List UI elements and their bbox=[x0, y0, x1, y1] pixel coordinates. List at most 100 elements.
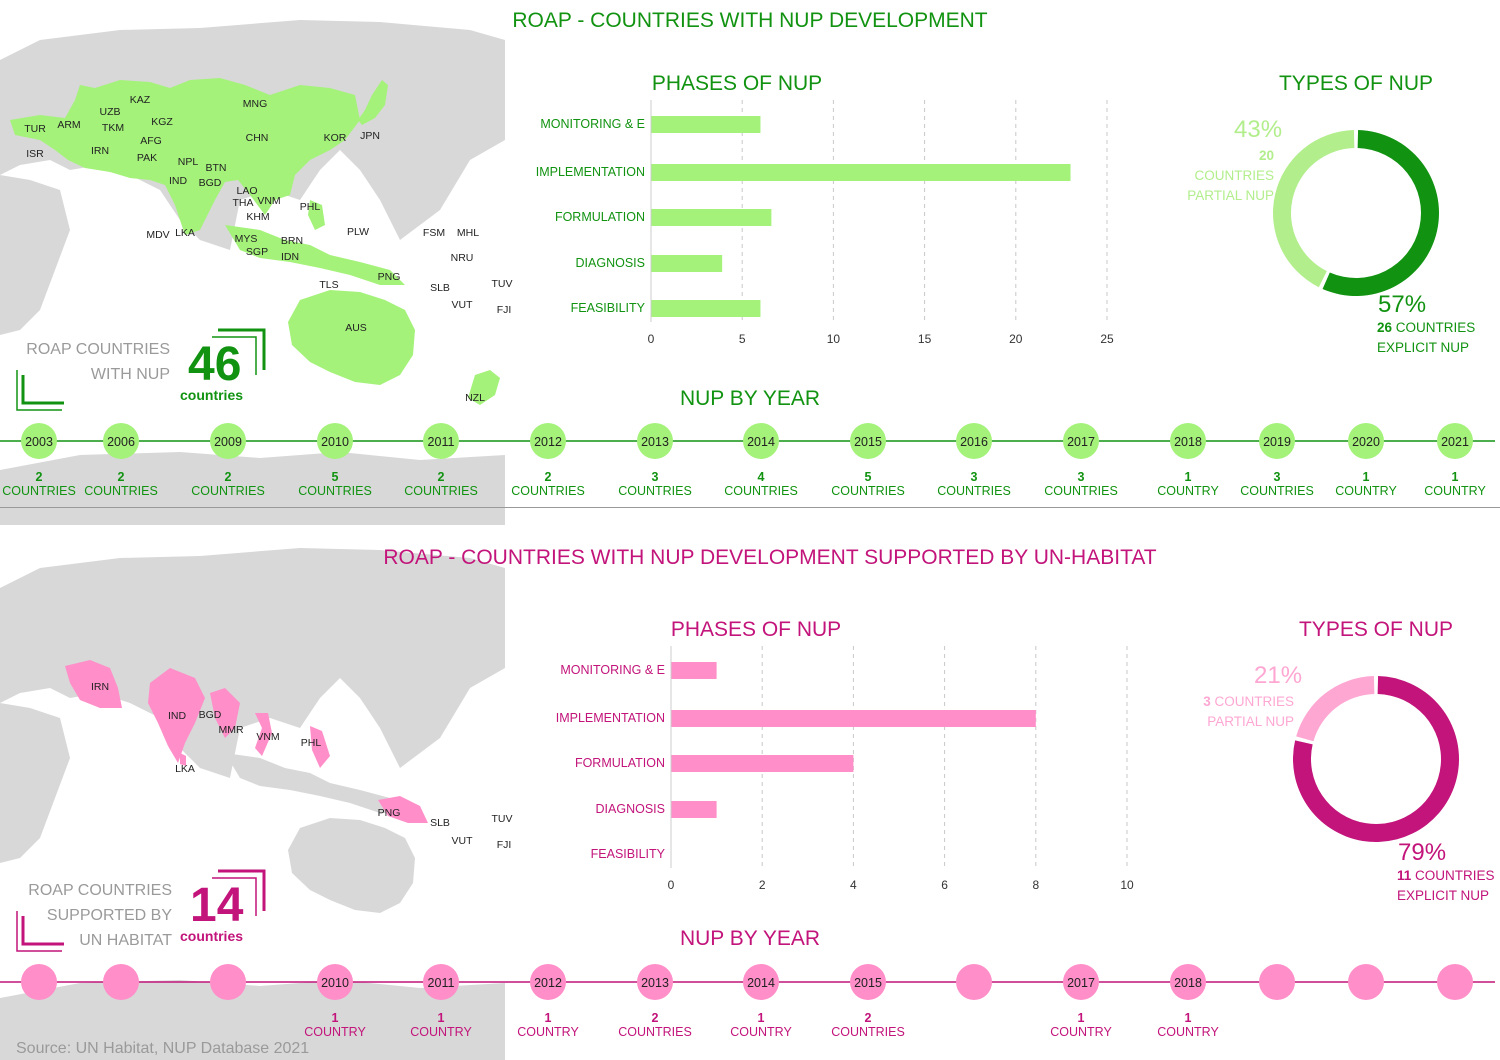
map-land-grey bbox=[0, 548, 505, 778]
roap-year-node bbox=[423, 423, 459, 459]
roap-year-node bbox=[1063, 423, 1099, 459]
roap-map-label-arm: ARM bbox=[57, 119, 81, 131]
unh-explicit-countries-word: COUNTRIES bbox=[1415, 868, 1495, 883]
roap-year-node bbox=[1437, 423, 1473, 459]
unh-partial-label: PARTIAL NUP bbox=[1207, 714, 1294, 729]
map-australia-green bbox=[288, 290, 415, 385]
roap-map-label-bgd: BGD bbox=[198, 177, 222, 189]
map-vnm-pink bbox=[255, 713, 272, 756]
roap-map-label-kgz: KGZ bbox=[151, 116, 173, 128]
roap-explicit-pct: 57% bbox=[1378, 291, 1427, 318]
roap-map-label-tls: TLS bbox=[319, 279, 339, 291]
roap-year-label: 2021 bbox=[1441, 435, 1469, 449]
unh-x-tick-label: 0 bbox=[668, 878, 675, 892]
roap-year-count: 1 COUNTRY bbox=[1157, 470, 1219, 498]
roap-x-tick-label: 0 bbox=[648, 332, 655, 346]
roap-bar bbox=[651, 300, 761, 317]
unh-year-count: 2 COUNTRIES bbox=[618, 1011, 692, 1039]
roap-bracket-icon bbox=[16, 328, 266, 411]
unh-year-label: 2018 bbox=[1174, 976, 1202, 990]
roap-year-label: 2015 bbox=[854, 435, 882, 449]
roap-year-label: 2019 bbox=[1263, 435, 1291, 449]
map-sea-grey bbox=[225, 753, 405, 813]
unh-year-node bbox=[1063, 964, 1099, 1000]
map-india-pink bbox=[148, 668, 205, 763]
unh-map-label-vnm: VNM bbox=[256, 731, 280, 743]
unh-phases-chart: 0 2 4 6 8 10 MONITORING & E IMPLEMENTATION FORMU… bbox=[556, 646, 1134, 892]
unh-year-node bbox=[317, 964, 353, 1000]
roap-year-label: 2012 bbox=[534, 435, 562, 449]
roap-year-label: 2009 bbox=[214, 435, 242, 449]
roap-x-tick-label: 5 bbox=[739, 332, 746, 346]
roap-types-donut bbox=[1273, 130, 1439, 296]
map-africa-grey bbox=[0, 175, 70, 335]
unh-year-label: 2015 bbox=[854, 976, 882, 990]
roap-year-count: 2 COUNTRIES bbox=[511, 470, 585, 498]
roap-year-node bbox=[210, 423, 246, 459]
unh-map-label-irn: IRN bbox=[90, 681, 110, 693]
unh-category-label: FEASIBILITY bbox=[591, 847, 666, 861]
unh-year-node bbox=[1170, 964, 1206, 1000]
roap-map-label-plw: PLW bbox=[347, 226, 369, 238]
unh-bar bbox=[671, 801, 717, 818]
unh-explicit-count: 11 bbox=[1397, 868, 1412, 883]
roap-year-node bbox=[743, 423, 779, 459]
unh-bracket-icon bbox=[16, 869, 266, 952]
roap-year-label: 2016 bbox=[960, 435, 988, 449]
roap-map-label-khm: KHM bbox=[246, 211, 270, 223]
unh-year-count: 1 COUNTRY bbox=[1050, 1011, 1112, 1039]
roap-map-label-uzb: UZB bbox=[99, 106, 121, 118]
roap-year-label: 2013 bbox=[641, 435, 669, 449]
unh-x-tick-label: 4 bbox=[850, 878, 857, 892]
unh-year-label: 2010 bbox=[321, 976, 349, 990]
roap-count-label-line1: ROAP COUNTRIES bbox=[26, 341, 170, 358]
roap-map-label-aus: AUS bbox=[345, 322, 367, 334]
unh-category-label: MONITORING & E bbox=[560, 663, 665, 677]
unh-year-node bbox=[637, 964, 673, 1000]
roap-year-label: 2003 bbox=[25, 435, 53, 449]
roap-year-count: 2 COUNTRIES bbox=[404, 470, 478, 498]
roap-map-label-npl: NPL bbox=[177, 156, 199, 168]
unh-map-label-png: PNG bbox=[377, 807, 401, 819]
map-sea-islands-green bbox=[225, 225, 405, 285]
map-lka-pink bbox=[180, 753, 186, 766]
roap-map-label-tur: TUR bbox=[24, 123, 46, 135]
roap-map-label-pak: PAK bbox=[136, 152, 158, 164]
roap-partial-countries-word: COUNTRIES bbox=[1194, 168, 1274, 183]
unh-count-label-line1: ROAP COUNTRIES bbox=[28, 882, 172, 899]
map-top bbox=[0, 20, 505, 525]
unh-year-count: 1 COUNTRY bbox=[410, 1011, 472, 1039]
roap-map-label-idn: IDN bbox=[280, 251, 300, 263]
unh-year-node bbox=[1437, 964, 1473, 1000]
unh-count-label-line2: SUPPORTED BY bbox=[46, 907, 172, 924]
roap-year-count: 2 COUNTRIES bbox=[191, 470, 265, 498]
roap-map-label-afg: AFG bbox=[140, 135, 162, 147]
roap-category-label: DIAGNOSIS bbox=[576, 256, 645, 270]
unh-count-label: ROAP COUNTRIES SUPPORTED BY UN HABITAT bbox=[10, 878, 172, 953]
map-asia-green bbox=[10, 78, 360, 235]
unh-year-node bbox=[210, 964, 246, 1000]
unh-count-unit: countries bbox=[180, 928, 244, 944]
roap-explicit-label: EXPLICIT NUP bbox=[1377, 340, 1470, 355]
unh-year-label: 2011 bbox=[428, 976, 455, 990]
unh-year-count: 2 COUNTRIES bbox=[831, 1011, 905, 1039]
unh-x-tick-label: 6 bbox=[941, 878, 948, 892]
roap-year-node bbox=[530, 423, 566, 459]
unh-map-label-bgd: BGD bbox=[198, 709, 222, 721]
roap-explicit-text: 26 COUNTRIES EXPLICIT NUP bbox=[1377, 318, 1475, 358]
unh-explicit-text: 11 COUNTRIES EXPLICIT NUP bbox=[1397, 866, 1495, 906]
map-japan-green bbox=[358, 80, 388, 125]
roap-map-label-irn: IRN bbox=[90, 145, 110, 157]
roap-bar bbox=[651, 209, 772, 226]
roap-x-tick-label: 15 bbox=[918, 332, 932, 346]
unh-year-count: 1 COUNTRY bbox=[1157, 1011, 1219, 1039]
unh-x-tick-label: 10 bbox=[1120, 878, 1134, 892]
roap-map-label-fsm: FSM bbox=[422, 227, 446, 239]
unh-explicit-label: EXPLICIT NUP bbox=[1397, 888, 1490, 903]
roap-count-label: ROAP COUNTRIES WITH NUP bbox=[10, 337, 170, 387]
map-png-pink bbox=[378, 796, 428, 823]
roap-map-label-slb: SLB bbox=[430, 282, 450, 294]
roap-year-title: NUP BY YEAR bbox=[679, 387, 821, 410]
unh-map-label-lka: LKA bbox=[175, 763, 195, 775]
roap-year-node bbox=[103, 423, 139, 459]
